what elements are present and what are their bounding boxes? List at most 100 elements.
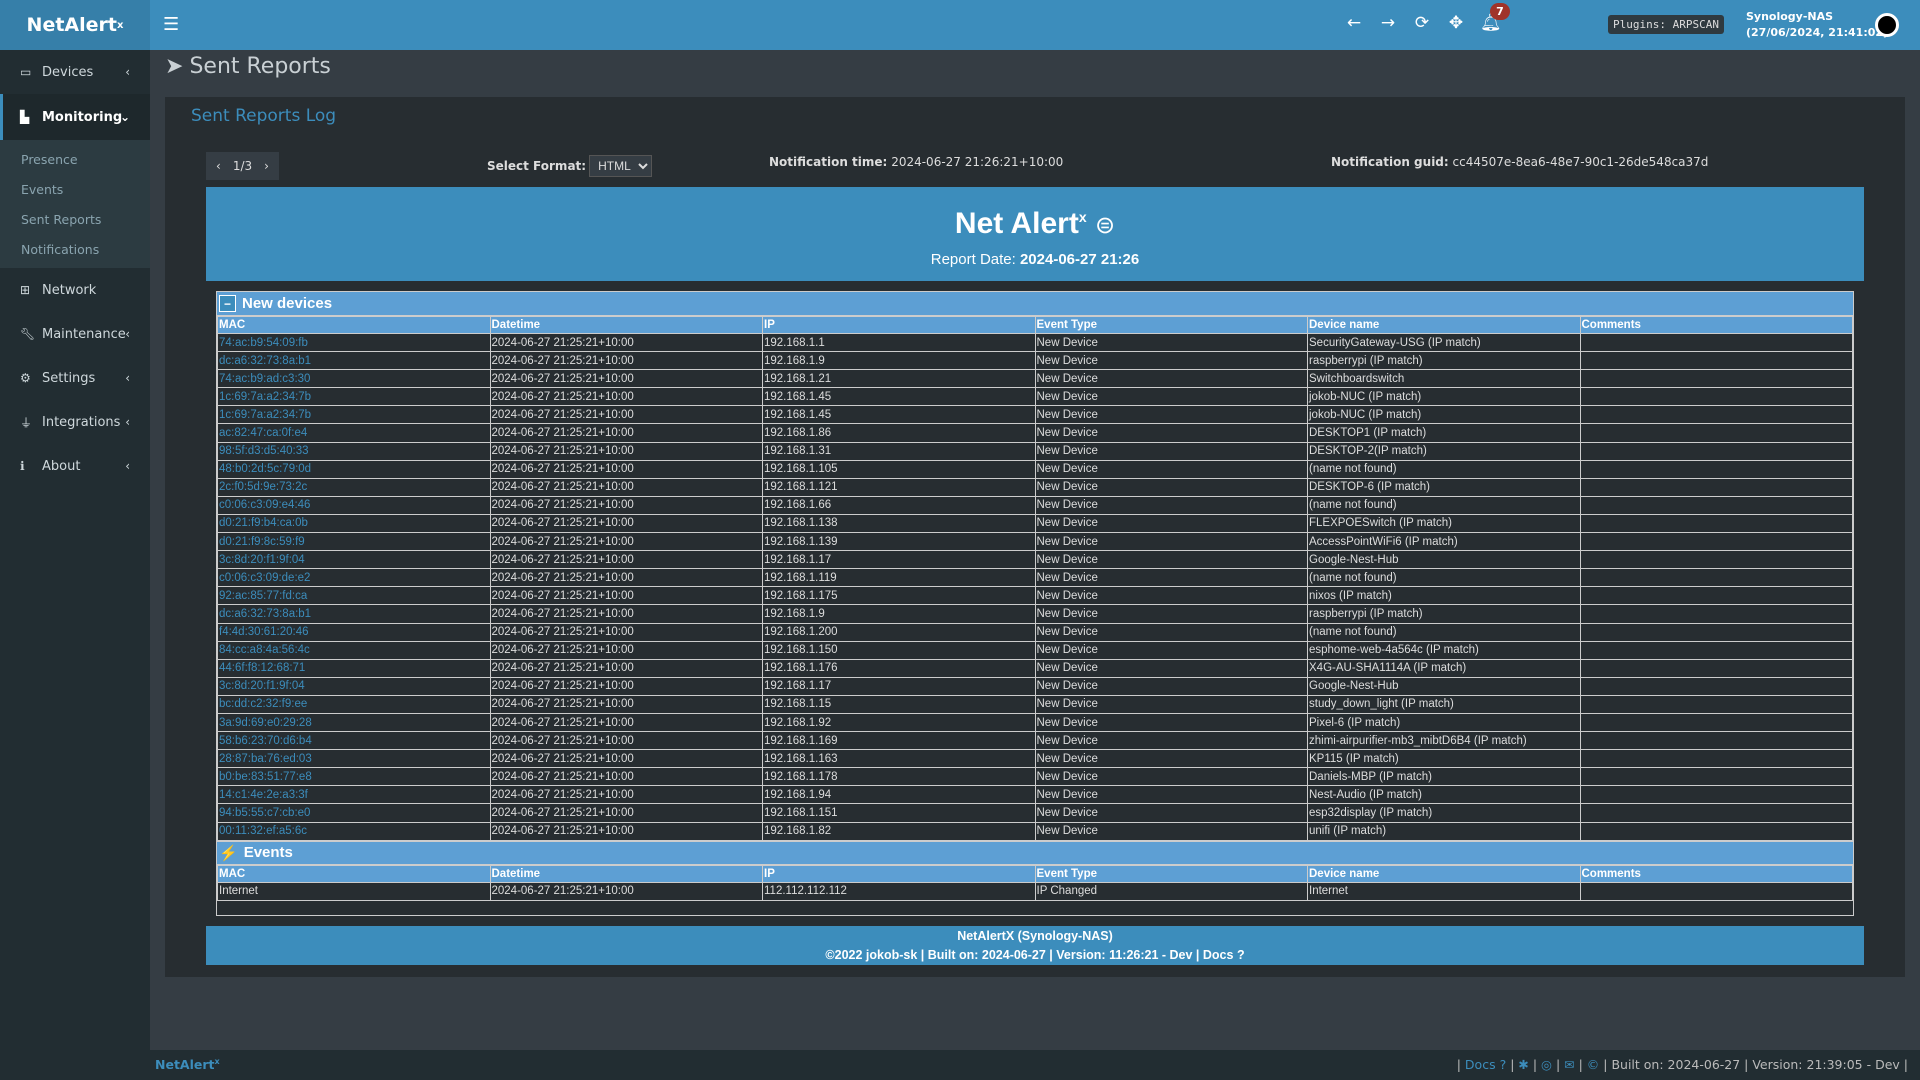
- table-row: Internet 2024-06-27 21:25:21+10:00 112.112…: [217, 881, 1853, 901]
- github-icon[interactable]: ◎: [1541, 1057, 1552, 1072]
- device-name-cell: study_down_light (IP match): [1307, 694, 1581, 714]
- report-pager: ‹ 1/3 ›: [206, 152, 279, 180]
- forward-arrow-icon[interactable]: →: [1380, 13, 1396, 33]
- column-header-mac: MAC: [217, 864, 491, 883]
- mac-cell[interactable]: b0:be:83:51:77:e8: [217, 767, 491, 787]
- mac-cell[interactable]: c0:06:c3:09:e4:46: [217, 495, 491, 515]
- mac-cell[interactable]: c0:06:c3:09:de:e2: [217, 568, 491, 588]
- table-row: ac:82:47:ca:0f:e4 2024-06-27 21:25:21+10:…: [217, 423, 1853, 443]
- sidebar-item-network[interactable]: ⊞ Network: [20, 282, 97, 298]
- device-name-cell: (name not found): [1307, 495, 1581, 515]
- mac-cell[interactable]: d0:21:f9:b4:ca:0b: [217, 513, 491, 534]
- device-name-cell: DESKTOP-6 (IP match): [1307, 477, 1581, 497]
- sidebar-item-about[interactable]: ℹ About ‹: [20, 458, 130, 474]
- mac-cell[interactable]: dc:a6:32:73:8a:b1: [217, 604, 491, 624]
- datetime-cell: 2024-06-27 21:25:21+10:00: [489, 387, 763, 407]
- sidebar-item-settings[interactable]: ⚙ Settings ‹: [20, 370, 130, 386]
- events-table: MAC Datetime IP Event Type Device name Commen…: [217, 864, 1853, 901]
- mac-cell[interactable]: 2c:f0:5d:9e:73:2c: [217, 477, 491, 497]
- table-row: 00:11:32:ef:a5:6c 2024-06-27 21:25:21+10:…: [217, 821, 1853, 841]
- comments-cell: [1579, 495, 1853, 515]
- datetime-cell: 2024-06-27 21:25:21+10:00: [489, 459, 763, 479]
- mac-cell[interactable]: dc:a6:32:73:8a:b1: [217, 351, 491, 371]
- comments-cell: [1579, 803, 1853, 823]
- event-type-cell: New Device: [1034, 622, 1308, 642]
- ip-cell: 192.168.1.178: [762, 767, 1036, 787]
- device-name-cell: SecurityGateway-USG (IP match): [1307, 332, 1581, 353]
- mac-cell[interactable]: d0:21:f9:8c:59:f9: [217, 532, 491, 552]
- mac-cell[interactable]: 74:ac:b9:ad:c3:30: [217, 369, 491, 389]
- event-type-cell: New Device: [1034, 387, 1308, 407]
- mac-cell[interactable]: 98:5f:d3:d5:40:33: [217, 441, 491, 461]
- ip-cell: 192.168.1.82: [762, 821, 1036, 841]
- mac-cell[interactable]: 44:6f:f8:12:68:71: [217, 658, 491, 678]
- ip-cell: 192.168.1.163: [762, 749, 1036, 769]
- sidebar-item-notifications[interactable]: Notifications: [21, 241, 100, 257]
- datetime-cell: 2024-06-27 21:25:21+10:00: [489, 767, 763, 787]
- event-type-cell: New Device: [1034, 658, 1308, 678]
- mac-cell[interactable]: 3c:8d:20:f1:9f:04: [217, 676, 491, 696]
- device-name-cell: unifi (IP match): [1307, 821, 1581, 841]
- mac-cell[interactable]: 3c:8d:20:f1:9f:04: [217, 550, 491, 570]
- sidebar-item-sent-reports[interactable]: Sent Reports: [21, 211, 102, 227]
- mac-cell[interactable]: ac:82:47:ca:0f:e4: [217, 423, 491, 443]
- mac-cell[interactable]: 00:11:32:ef:a5:6c: [217, 821, 491, 841]
- mac-cell[interactable]: 84:cc:a8:4a:56:4c: [217, 640, 491, 660]
- event-type-cell: New Device: [1034, 495, 1308, 515]
- table-row: 14:c1:4e:2e:a3:3f 2024-06-27 21:25:21+10:…: [217, 785, 1853, 805]
- mac-cell[interactable]: 28:87:ba:76:ed:03: [217, 749, 491, 769]
- ip-cell: 192.168.1.139: [762, 532, 1036, 552]
- mac-cell[interactable]: 48:b0:2d:5c:79:0d: [217, 459, 491, 479]
- mac-cell[interactable]: 1c:69:7a:a2:34:7b: [217, 405, 491, 425]
- question-icon[interactable]: ?: [1499, 1057, 1507, 1072]
- table-row: 28:87:ba:76:ed:03 2024-06-27 21:25:21+10:…: [217, 749, 1853, 769]
- ip-cell: 192.168.1.86: [762, 423, 1036, 443]
- sidebar-item-events[interactable]: Events: [21, 181, 64, 197]
- event-type-cell: New Device: [1034, 477, 1308, 497]
- event-type-cell: New Device: [1034, 568, 1308, 588]
- sidebar-item-monitoring[interactable]: ▙ Monitoring ⌄: [0, 94, 150, 140]
- user-avatar[interactable]: [1875, 13, 1899, 37]
- datetime-cell: 2024-06-27 21:25:21+10:00: [489, 351, 763, 371]
- bell-icon[interactable]: 🔔︎ 7: [1480, 3, 1510, 33]
- sidebar-item-devices[interactable]: ▭ Devices ‹: [20, 64, 130, 80]
- chevron-left-icon: ‹: [125, 65, 130, 79]
- mail-icon[interactable]: ✉: [1564, 1057, 1575, 1072]
- bolt-icon: ⚡: [219, 844, 238, 862]
- bug-icon[interactable]: ✱: [1518, 1057, 1529, 1072]
- mac-cell[interactable]: 3a:9d:69:e0:29:28: [217, 712, 491, 733]
- prev-report-button[interactable]: ‹: [216, 159, 221, 173]
- mac-cell[interactable]: 94:b5:55:c7:cb:e0: [217, 803, 491, 823]
- paper-plane-icon: ➤: [165, 54, 184, 79]
- sidebar-item-presence[interactable]: Presence: [21, 151, 78, 167]
- mac-cell[interactable]: 74:ac:b9:54:09:fb: [217, 332, 491, 353]
- next-report-button[interactable]: ›: [264, 159, 269, 173]
- docs-link[interactable]: Docs: [1464, 1057, 1496, 1072]
- menu-toggle-icon[interactable]: ☰: [163, 14, 180, 35]
- table-row: 1c:69:7a:a2:34:7b 2024-06-27 21:25:21+10:…: [217, 387, 1853, 407]
- mac-cell[interactable]: 58:b6:23:70:d6:b4: [217, 731, 491, 751]
- back-arrow-icon[interactable]: ←: [1346, 13, 1362, 33]
- mac-cell[interactable]: f4:4d:30:61:20:46: [217, 622, 491, 642]
- mac-cell[interactable]: 14:c1:4e:2e:a3:3f: [217, 785, 491, 805]
- table-row: 94:b5:55:c7:cb:e0 2024-06-27 21:25:21+10:…: [217, 803, 1853, 823]
- move-icon[interactable]: ✥: [1448, 13, 1464, 33]
- app-logo[interactable]: NetAlert x: [0, 0, 150, 50]
- sidebar-item-maintenance[interactable]: 🔧︎ Maintenance ‹: [20, 326, 130, 342]
- table-header-row: MAC Datetime IP Event Type Device name Commen…: [217, 316, 1853, 334]
- refresh-icon[interactable]: ⟳: [1414, 13, 1430, 33]
- mac-cell[interactable]: bc:dd:c2:32:f9:ee: [217, 694, 491, 714]
- sidebar-item-integrations[interactable]: ⏚ Integrations ‹: [20, 414, 130, 430]
- device-name-cell: Daniels-MBP (IP match): [1307, 767, 1581, 787]
- datetime-cell: 2024-06-27 21:25:21+10:00: [489, 640, 763, 660]
- mac-cell[interactable]: 92:ac:85:77:fd:ca: [217, 586, 491, 606]
- mac-cell[interactable]: 1c:69:7a:a2:34:7b: [217, 387, 491, 407]
- chevron-left-icon: ‹: [125, 415, 130, 429]
- table-row: dc:a6:32:73:8a:b1 2024-06-27 21:25:21+10:…: [217, 351, 1853, 371]
- device-name-cell: DESKTOP-2(IP match): [1307, 441, 1581, 461]
- host-info: Synology-NAS (27/06/2024, 21:41:02): [1746, 10, 1889, 39]
- format-select[interactable]: HTML: [589, 155, 653, 177]
- copyright-icon[interactable]: ©: [1586, 1057, 1600, 1072]
- device-name-cell: Switchboardswitch: [1307, 369, 1581, 389]
- table-row: 48:b0:2d:5c:79:0d 2024-06-27 21:25:21+10:…: [217, 459, 1853, 479]
